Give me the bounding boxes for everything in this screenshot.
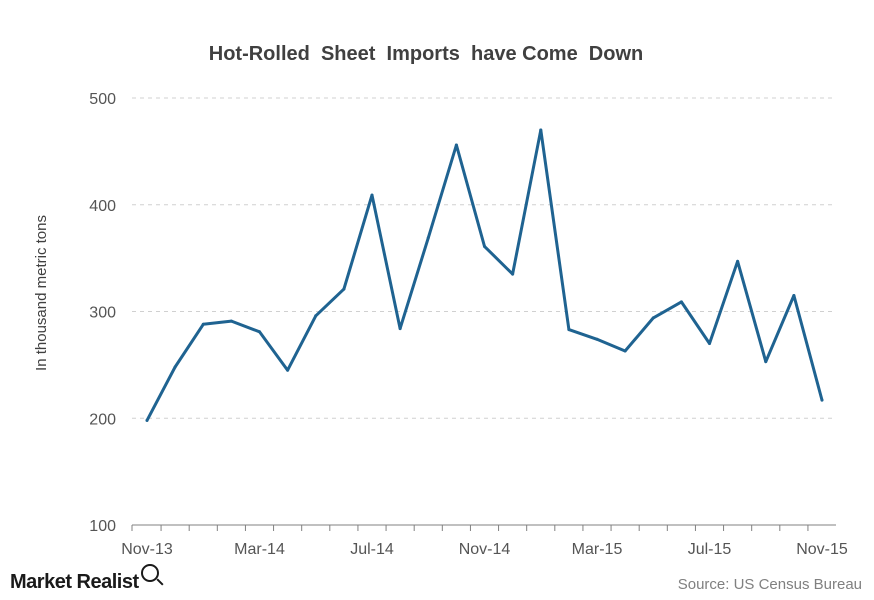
x-tick-label: Nov-13 (121, 541, 173, 558)
x-tick-label: Mar-14 (234, 541, 285, 558)
data-point (314, 314, 318, 318)
data-point (708, 342, 711, 346)
data-point (426, 236, 430, 240)
data-point (145, 418, 149, 422)
data-point (229, 319, 233, 323)
data-point (511, 272, 515, 276)
x-tick-label: Jul-14 (350, 541, 394, 558)
data-point (342, 287, 346, 291)
series-line (145, 128, 824, 422)
y-tick-label: 100 (89, 518, 116, 535)
chart-title: Hot-Rolled Sheet Imports have Come Down (209, 43, 644, 65)
data-point (370, 193, 374, 197)
data-point (258, 330, 261, 334)
y-tick-label: 500 (89, 91, 116, 108)
data-point (736, 259, 740, 263)
series-layer (145, 128, 824, 422)
data-point (398, 327, 402, 331)
brand-logo: Market Realist (10, 564, 159, 594)
x-tick-label: Nov-14 (459, 541, 511, 558)
brand-text: Market Realist (10, 571, 139, 593)
y-tick-label: 300 (89, 305, 116, 322)
data-point (679, 300, 683, 304)
data-point (623, 349, 627, 353)
data-point (764, 360, 768, 364)
x-axis: Nov-13 Mar-14 Jul-14 Nov-14 Mar-15 Jul-15 Nov-… (121, 524, 848, 558)
x-tick-label: Nov-15 (796, 541, 848, 558)
gridlines (132, 97, 836, 419)
data-point (201, 322, 205, 326)
data-point (820, 398, 824, 402)
data-point (651, 316, 655, 320)
data-point (173, 365, 177, 369)
data-point (286, 368, 290, 372)
magnifier-icon (140, 564, 159, 582)
y-tick-label: 400 (89, 198, 116, 215)
data-point (595, 337, 599, 341)
data-point (454, 143, 458, 147)
y-axis-ticks: 100 200 300 400 500 (89, 91, 116, 535)
x-tick-label: Mar-15 (572, 541, 623, 558)
data-point (483, 244, 486, 248)
data-point (567, 328, 571, 332)
data-point (539, 128, 543, 132)
data-point (792, 293, 796, 297)
x-tick-label: Jul-15 (688, 541, 732, 558)
y-tick-label: 200 (89, 411, 116, 428)
y-axis-label: In thousand metric tons (33, 215, 50, 371)
source-note: Source: US Census Bureau (677, 576, 862, 593)
